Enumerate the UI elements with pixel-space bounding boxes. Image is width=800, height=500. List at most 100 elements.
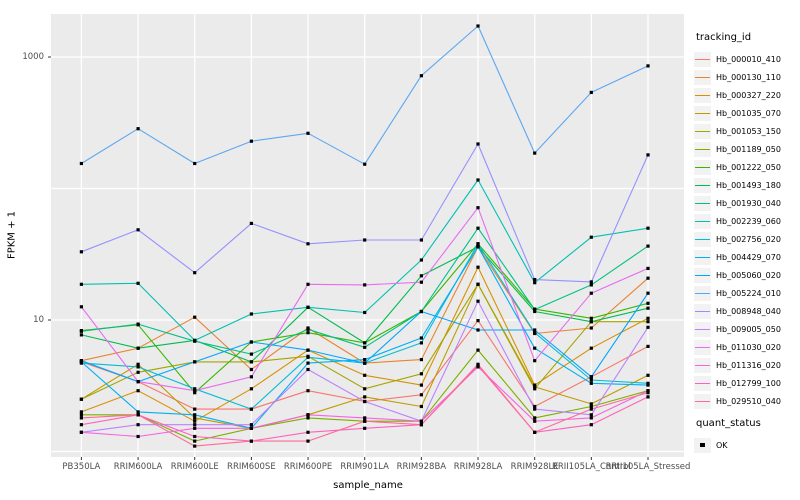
data-point xyxy=(193,271,197,275)
legend-key-swatch xyxy=(694,285,711,301)
data-point xyxy=(533,419,537,423)
y-tick-label: 1000 xyxy=(22,51,44,62)
data-point xyxy=(589,280,593,284)
legend-label: Hb_012799_100 xyxy=(716,378,781,388)
data-point xyxy=(136,413,140,417)
x-tick-label-RRIM600LE: RRIM600LE xyxy=(170,462,219,472)
data-point xyxy=(476,265,480,269)
data-point xyxy=(646,389,650,393)
legend-color-line xyxy=(695,382,710,384)
data-point xyxy=(306,389,310,393)
legend-item-Hb_002239_060: Hb_002239_060 xyxy=(694,212,798,230)
data-point xyxy=(589,423,593,427)
legend-color-line xyxy=(695,94,710,96)
data-point xyxy=(476,206,480,210)
data-point xyxy=(476,348,480,352)
data-point xyxy=(306,430,310,434)
legend-label: Hb_002756_020 xyxy=(716,234,781,244)
data-point xyxy=(419,258,423,262)
data-point xyxy=(363,395,367,399)
x-tick-label-PB350LA: PB350LA xyxy=(62,462,101,472)
data-point xyxy=(476,362,480,366)
data-point xyxy=(249,139,253,143)
x-tick-label-RRIM600SE: RRIM600SE xyxy=(227,462,276,472)
data-point xyxy=(136,389,140,393)
legend-item-Hb_005060_020: Hb_005060_020 xyxy=(694,266,798,284)
data-point xyxy=(646,381,650,385)
data-point xyxy=(306,413,310,417)
data-point xyxy=(79,305,83,309)
data-point xyxy=(249,439,253,443)
legend-key-swatch xyxy=(694,339,711,355)
data-point xyxy=(419,372,423,376)
data-point xyxy=(306,327,310,331)
data-point xyxy=(193,416,197,420)
data-point xyxy=(79,359,83,363)
legend-key-swatch xyxy=(694,87,711,103)
data-point xyxy=(419,341,423,345)
legend-color-line xyxy=(695,112,710,114)
legend-item-Hb_001189_050: Hb_001189_050 xyxy=(694,140,798,158)
data-point xyxy=(79,333,83,337)
data-point xyxy=(193,407,197,411)
data-point xyxy=(419,423,423,427)
data-point xyxy=(533,328,537,332)
legend-label: Hb_001493_180 xyxy=(716,180,781,190)
data-point xyxy=(306,305,310,309)
data-point xyxy=(476,242,480,246)
data-point xyxy=(136,365,140,369)
data-point xyxy=(646,391,650,395)
data-point xyxy=(533,346,537,350)
data-point xyxy=(589,378,593,382)
data-point xyxy=(646,276,650,280)
legend-color-line xyxy=(695,220,710,222)
data-point xyxy=(363,238,367,242)
legend-item-Hb_005224_010: Hb_005224_010 xyxy=(694,284,798,302)
data-point xyxy=(646,383,650,387)
data-point xyxy=(193,391,197,395)
legend-key-swatch xyxy=(694,213,711,229)
legend-item-Hb_001053_150: Hb_001053_150 xyxy=(694,122,798,140)
data-point xyxy=(193,389,197,393)
data-point xyxy=(306,242,310,246)
data-point xyxy=(476,245,480,249)
data-point xyxy=(646,291,650,295)
data-point xyxy=(533,278,537,282)
legend-key-swatch xyxy=(694,249,711,265)
data-point xyxy=(589,407,593,411)
data-point xyxy=(476,319,480,323)
data-point xyxy=(193,444,197,448)
quant-ok-key xyxy=(694,437,711,453)
legend-color-line xyxy=(695,130,710,132)
ok-square-marker xyxy=(700,442,705,448)
legend-label: Hb_000327_220 xyxy=(716,90,781,100)
x-tick-label-RRII105LA_Control: RRII105LA_Control xyxy=(551,462,631,472)
x-tick-label-RRIM600PE: RRIM600PE xyxy=(283,462,333,472)
data-point xyxy=(193,439,197,443)
legend-label: Hb_001035_070 xyxy=(716,108,781,118)
data-point xyxy=(193,426,197,430)
data-point xyxy=(193,338,197,342)
legend-label: Hb_005060_020 xyxy=(716,270,781,280)
legend-item-Hb_001222_050: Hb_001222_050 xyxy=(694,158,798,176)
data-point xyxy=(79,410,83,414)
legend-color-line xyxy=(695,166,710,168)
data-point xyxy=(589,404,593,409)
data-point xyxy=(533,407,537,411)
data-point xyxy=(533,359,537,363)
data-point xyxy=(533,331,537,335)
data-point xyxy=(533,404,537,409)
legend-label: Hb_011030_020 xyxy=(716,342,781,352)
data-point xyxy=(306,416,310,420)
data-point xyxy=(476,299,480,303)
legend-color-line xyxy=(695,292,710,294)
legend-label: Hb_000010_410 xyxy=(716,54,781,64)
legend-item-Hb_012799_100: Hb_012799_100 xyxy=(694,374,798,392)
data-point xyxy=(193,161,197,166)
legend-item-Hb_004429_070: Hb_004429_070 xyxy=(694,248,798,266)
legend-item-Hb_001035_070: Hb_001035_070 xyxy=(694,104,798,122)
data-point xyxy=(136,127,140,131)
data-point xyxy=(193,315,197,319)
legend-label: Hb_001053_150 xyxy=(716,126,781,136)
